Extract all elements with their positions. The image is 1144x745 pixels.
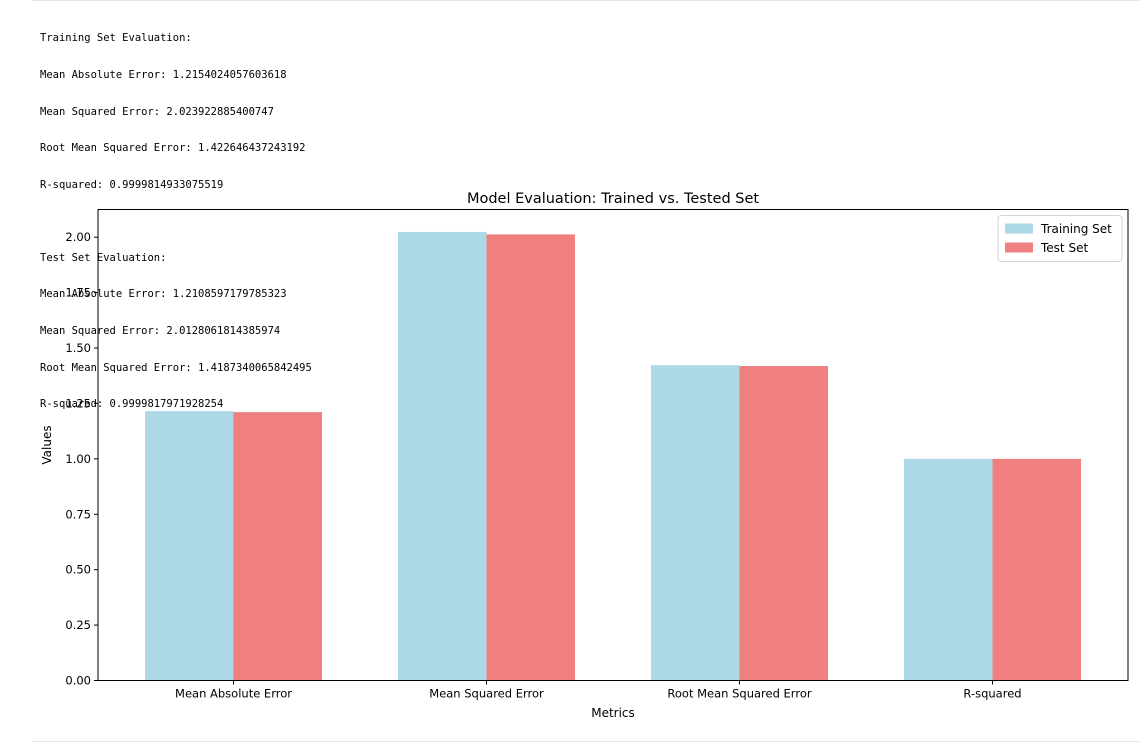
test-evaluation-heading: Test Set Evaluation:: [40, 251, 167, 264]
y-tick-label: 1.00: [65, 452, 91, 466]
bar-test-set-mean-absolute-error: [233, 412, 322, 681]
legend-label-training-set: Training Set: [1040, 222, 1112, 236]
bar-test-set-mean-squared-error: [486, 234, 575, 681]
training-mae-line: Mean Absolute Error: 1.2154024057603618: [40, 69, 287, 81]
y-tick-label: 2.00: [65, 230, 91, 244]
y-tick-label: 1.50: [65, 341, 91, 355]
y-tick-label: 0.00: [65, 674, 91, 688]
x-axis: Mean Absolute Error Mean Squared Error Roo…: [175, 680, 1022, 701]
x-axis-label: Metrics: [591, 706, 635, 720]
bar-training-set-mean-absolute-error: [145, 411, 234, 681]
bar-training-set-r-squared: [904, 458, 993, 681]
legend-label-test-set: Test Set: [1040, 241, 1088, 255]
training-r2-line: R-squared: 0.9999814933075519: [40, 178, 224, 191]
y-axis-label: Values: [40, 425, 54, 464]
bars-group: [145, 231, 1081, 681]
test-mae-line: Mean Absolute Error: 1.2108597179785323: [40, 288, 287, 301]
training-evaluation-heading: Training Set Evaluation:: [40, 32, 192, 45]
bar-test-set-root-mean-squared-error: [739, 366, 828, 681]
bar-training-set-mean-squared-error: [398, 231, 487, 681]
plot-frame: [97, 209, 1129, 681]
training-mse-line: Mean Squared Error: 2.023922885400747: [40, 105, 274, 118]
y-tick-label: 1.75: [65, 286, 91, 300]
x-tick-label-r-squared: R-squared: [963, 687, 1021, 701]
legend-swatch-test-set: [1005, 242, 1033, 253]
bar-test-set-r-squared: [992, 458, 1081, 681]
cell-bottom-border: [32, 741, 1140, 742]
cell-top-border: [32, 0, 1140, 1]
x-tick-label-mean-absolute-error: Mean Absolute Error: [175, 687, 292, 701]
legend-swatch-training-set: [1005, 223, 1033, 234]
test-evaluation-block: Test Set Evaluation: Mean Absolute Error…: [40, 227, 312, 434]
chart-title: Model Evaluation: Trained vs. Tested Set: [467, 191, 759, 207]
y-tick-label: 0.75: [65, 507, 91, 521]
training-evaluation-block: Training Set Evaluation: Mean Absolute E…: [40, 8, 312, 215]
y-tick-label: 0.50: [65, 563, 91, 577]
y-tick-label: 0.25: [65, 618, 91, 632]
test-rmse-line: Root Mean Squared Error: 1.4187340065842…: [40, 361, 312, 374]
bar-training-set-root-mean-squared-error: [651, 365, 740, 681]
y-axis: 0.00 0.25 0.50 0.75 1.00 1.25 1.50 1.75 2.00: [65, 230, 98, 688]
test-r2-line: R-squared: 0.9999817971928254: [40, 398, 224, 411]
x-tick-label-root-mean-squared-error: Root Mean Squared Error: [667, 687, 811, 701]
x-tick-label-mean-squared-error: Mean Squared Error: [429, 687, 544, 701]
training-rmse-line: Root Mean Squared Error: 1.4226464372431…: [40, 142, 306, 155]
cell-output-text: Training Set Evaluation: Mean Absolute E…: [40, 8, 312, 435]
test-mse-line: Mean Squared Error: 2.0128061814385974: [40, 324, 281, 337]
y-tick-label: 1.25: [65, 396, 91, 410]
legend: Training Set Test Set: [997, 215, 1123, 262]
